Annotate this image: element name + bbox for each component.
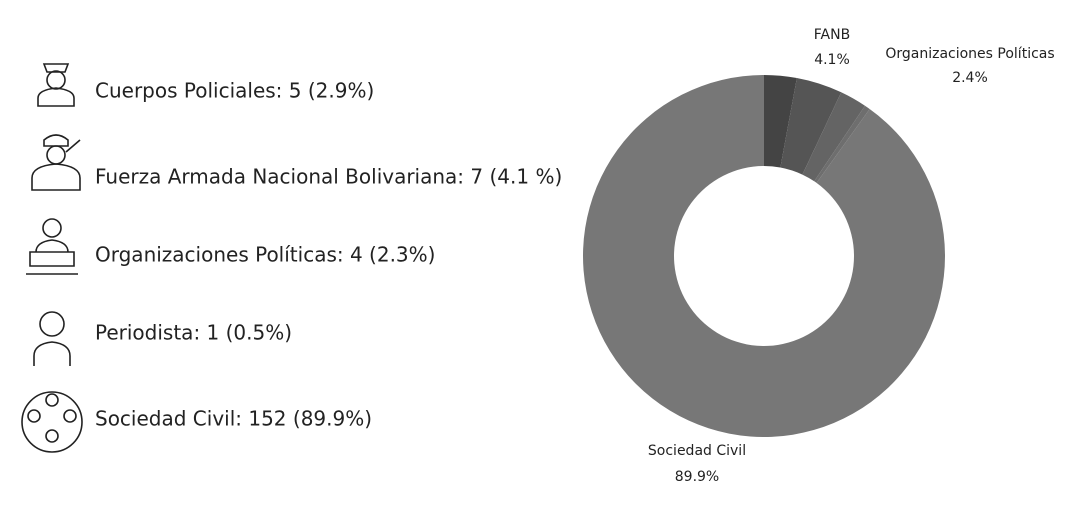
donut-segment (780, 78, 842, 175)
police-icon (37, 63, 75, 107)
legend-entry: Sociedad Civil: 152 (89.9%) (95, 407, 372, 431)
legend-entry: Organizaciones Políticas: 4 (2.3%) (95, 243, 435, 267)
soldier-icon (31, 134, 81, 191)
journalist-icon (33, 311, 71, 366)
legend-entry: Periodista: 1 (0.5%) (95, 321, 292, 345)
segment-value-label: 4.1% (814, 52, 850, 68)
society-icon (21, 391, 83, 453)
segment-label: Sociedad Civil (648, 443, 746, 459)
donut-segment (764, 75, 797, 168)
segment-value-label: 89.9% (675, 469, 719, 485)
segment-value-label: 2.4% (952, 70, 988, 86)
segment-label: Organizaciones Políticas (885, 46, 1054, 62)
legend-entry: Fuerza Armada Nacional Bolivariana: 7 (4… (95, 165, 562, 189)
icons (21, 63, 83, 453)
segment-label: FANB (814, 27, 850, 43)
politician-icon (26, 218, 78, 275)
donut-segment (582, 75, 946, 437)
legend-entry: Cuerpos Policiales: 5 (2.9%) (95, 79, 374, 103)
donut-segment (814, 105, 870, 183)
donut-segment (802, 92, 865, 182)
